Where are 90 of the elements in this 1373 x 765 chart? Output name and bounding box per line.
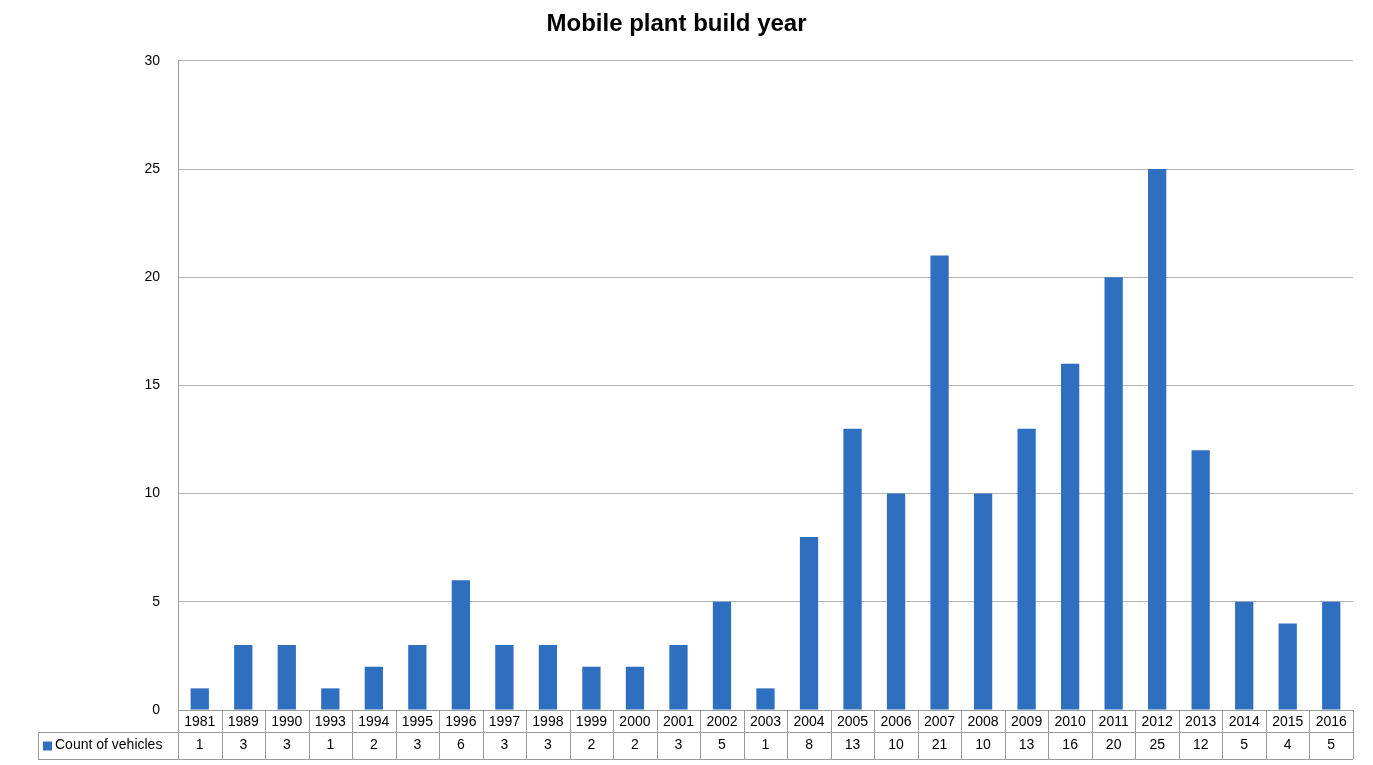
bar	[973, 493, 993, 710]
data-label: 13	[1018, 736, 1035, 753]
x-tick-label: 2014	[1228, 713, 1260, 730]
bar	[277, 645, 296, 710]
x-tick-label: 2002	[706, 713, 738, 730]
data-label: 3	[500, 736, 509, 753]
x-tick-label: 1994	[358, 713, 390, 730]
bar	[1235, 601, 1254, 710]
data-label: 3	[413, 736, 422, 753]
data-label: 10	[975, 736, 992, 753]
data-label: 3	[544, 736, 553, 753]
x-tick-label: 2010	[1054, 713, 1086, 730]
bar	[321, 688, 340, 710]
x-tick-label: 2004	[793, 713, 825, 730]
data-label: 1	[195, 736, 204, 753]
data-label: 21	[931, 736, 948, 753]
x-tick-label: 2003	[749, 713, 782, 730]
data-label: 6	[456, 736, 465, 753]
bar	[799, 536, 819, 710]
bar	[625, 666, 645, 710]
data-label: 1	[761, 736, 770, 753]
bar	[1191, 450, 1210, 710]
bar	[756, 688, 775, 710]
x-tick-label: 2005	[836, 713, 869, 730]
bar	[190, 688, 209, 710]
x-tick-label: 2009	[1011, 713, 1043, 730]
bar	[1278, 623, 1297, 710]
data-label: 8	[805, 736, 814, 753]
x-tick-label: 1998	[532, 713, 564, 730]
data-label: 20	[1105, 736, 1122, 753]
bar	[1148, 169, 1167, 710]
data-label: 5	[1327, 736, 1336, 753]
x-tick-label: 2012	[1141, 713, 1173, 730]
y-tick-label: 20	[144, 268, 161, 285]
bar	[451, 580, 471, 710]
bar	[930, 255, 949, 710]
y-tick-label: 15	[144, 376, 161, 393]
bar	[712, 601, 732, 710]
x-tick-label: 2015	[1272, 713, 1304, 730]
x-tick-label: 1997	[488, 713, 521, 730]
bar	[886, 493, 906, 710]
x-tick-label: 1996	[445, 713, 477, 730]
x-tick-label: 2016	[1315, 713, 1348, 730]
x-tick-label: 2006	[880, 713, 912, 730]
y-tick-label: 5	[152, 592, 161, 609]
data-label: 1	[326, 736, 335, 753]
bar	[538, 645, 558, 710]
data-label: 4	[1283, 736, 1292, 753]
x-tick-label: 1995	[401, 713, 434, 730]
bar	[1017, 428, 1036, 710]
bar	[843, 428, 862, 710]
bar	[1322, 601, 1341, 710]
bar	[364, 666, 383, 710]
y-tick-label: 30	[144, 51, 161, 68]
data-label: 12	[1192, 736, 1209, 753]
data-label: 5	[1240, 736, 1249, 753]
x-tick-label: 2001	[662, 713, 695, 730]
data-label: 16	[1062, 736, 1079, 753]
data-label: 10	[888, 736, 905, 753]
data-label: 2	[631, 736, 640, 753]
x-tick-label: 1981	[184, 713, 216, 730]
data-label: 25	[1149, 736, 1166, 753]
bar	[408, 645, 427, 710]
x-tick-label: 1989	[227, 713, 260, 730]
bar	[582, 666, 601, 710]
x-tick-label: 1990	[271, 713, 303, 730]
data-label: 2	[369, 736, 378, 753]
x-tick-label: 1993	[314, 713, 347, 730]
data-label: 3	[239, 736, 248, 753]
x-tick-label: 2007	[924, 713, 956, 730]
bar	[669, 645, 688, 710]
y-tick-label: 10	[144, 484, 161, 501]
x-tick-label: 2008	[967, 713, 999, 730]
data-label: 13	[844, 736, 861, 753]
x-tick-label: 2013	[1185, 713, 1217, 730]
legend-label: Count of vehicles	[55, 736, 163, 753]
y-tick-label: 25	[144, 159, 161, 176]
x-tick-label: 2000	[619, 713, 651, 730]
data-label: 5	[718, 736, 727, 753]
x-tick-label: 1999	[575, 713, 608, 730]
data-label: 3	[282, 736, 291, 753]
data-label: 2	[587, 736, 596, 753]
y-tick-label: 0	[152, 700, 161, 717]
bar	[234, 645, 253, 710]
bar	[1104, 277, 1123, 710]
chart-title: Mobile plant build year	[546, 9, 807, 37]
x-tick-label: 2011	[1098, 713, 1129, 730]
bar	[495, 645, 514, 710]
data-label: 3	[674, 736, 683, 753]
bar	[1060, 363, 1080, 710]
